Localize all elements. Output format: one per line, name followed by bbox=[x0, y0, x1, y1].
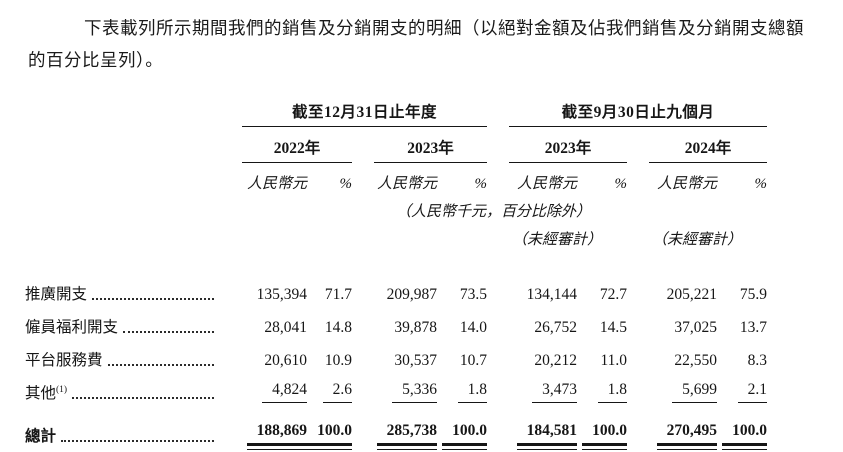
table-row-employee-benefits: 僱員福利開支 28,041 14.8 39,878 14.0 26,752 14… bbox=[25, 310, 767, 343]
cell-amount: 5,336 bbox=[392, 381, 437, 403]
cell-percent: 14.5 bbox=[599, 319, 628, 336]
group-header-year-end-label: 截至12月31日止年度 bbox=[242, 100, 488, 127]
cell-percent: 73.5 bbox=[459, 286, 488, 303]
total-percent: 100.0 bbox=[307, 422, 352, 450]
footnote-marker: (1) bbox=[56, 384, 68, 395]
cell-percent: 2.1 bbox=[737, 381, 768, 403]
cell-percent: 75.9 bbox=[739, 286, 768, 303]
year-header-2022: 2022年 bbox=[220, 127, 352, 163]
year-header-2023-9m: 2023年 bbox=[487, 127, 628, 163]
cell-percent: 71.7 bbox=[324, 286, 352, 303]
total-percent: 100.0 bbox=[582, 422, 628, 450]
cell-amount: 37,025 bbox=[674, 319, 718, 336]
year-header-2024: 2024年 bbox=[627, 127, 768, 163]
total-percent: 100.0 bbox=[442, 422, 488, 450]
row-label: 平台服務費 bbox=[25, 352, 103, 369]
empty-cell bbox=[25, 163, 220, 193]
total-percent: 100.0 bbox=[722, 422, 768, 450]
table-row-others: 其他(1) 4,824 2.6 5,336 1.8 3,473 1.8 5,69… bbox=[25, 376, 768, 409]
spacer-row bbox=[25, 249, 767, 277]
cell-amount: 209,987 bbox=[386, 286, 437, 303]
row-label: 僱員福利開支 bbox=[25, 319, 119, 336]
cell-amount: 30,537 bbox=[394, 352, 437, 369]
unit-header-row: 人民幣元 % 人民幣元 % 人民幣元 % 人民幣元 % bbox=[25, 163, 767, 193]
total-label: 總計 bbox=[25, 428, 57, 445]
percent-header: % bbox=[339, 176, 353, 192]
dot-leader bbox=[92, 298, 214, 300]
cell-amount: 134,144 bbox=[526, 286, 578, 303]
year-header-row: 2022年 2023年 2023年 2024年 bbox=[25, 127, 768, 163]
cell-amount: 135,394 bbox=[256, 286, 307, 303]
row-label-text: 其他 bbox=[25, 385, 57, 402]
year-header-2024-label: 2024年 bbox=[649, 136, 768, 163]
cell-percent: 10.7 bbox=[459, 352, 488, 369]
table-row-platform-service-fees: 平台服務費 20,610 10.9 30,537 10.7 20,212 11.… bbox=[25, 343, 767, 376]
cell-percent: 8.3 bbox=[747, 352, 768, 369]
cell-amount: 5,699 bbox=[672, 381, 718, 403]
cell-percent: 1.8 bbox=[457, 381, 488, 403]
percent-header: % bbox=[474, 176, 488, 192]
year-header-2022-label: 2022年 bbox=[242, 136, 352, 163]
cell-amount: 26,752 bbox=[534, 319, 578, 336]
cell-percent: 14.0 bbox=[459, 319, 488, 336]
table-row-promotion-expenses: 推廣開支 135,394 71.7 209,987 73.5 134,144 7… bbox=[25, 277, 767, 310]
group-header-nine-months-label: 截至9月30日止九個月 bbox=[509, 100, 768, 127]
sales-distribution-expenses-table: 截至12月31日止年度 截至9月30日止九個月 2022年 2023年 2023… bbox=[25, 100, 768, 450]
row-label: 推廣開支 bbox=[25, 286, 88, 303]
group-header-nine-months: 截至9月30日止九個月 bbox=[487, 100, 768, 127]
cell-percent: 1.8 bbox=[597, 381, 628, 403]
total-amount: 184,581 bbox=[516, 422, 578, 450]
group-header-row: 截至12月31日止年度 截至9月30日止九個月 bbox=[25, 100, 768, 127]
spacer-cell bbox=[25, 249, 767, 277]
cell-amount: 20,610 bbox=[264, 352, 307, 369]
unit-header: 人民幣元 bbox=[246, 176, 307, 192]
cell-percent: 13.7 bbox=[739, 319, 768, 336]
cell-amount: 4,824 bbox=[262, 381, 307, 403]
group-header-year-end: 截至12月31日止年度 bbox=[220, 100, 488, 127]
cell-amount: 3,473 bbox=[532, 381, 578, 403]
dot-leader bbox=[107, 364, 214, 366]
cell-amount: 28,041 bbox=[264, 319, 307, 336]
percent-header: % bbox=[754, 176, 768, 192]
empty-cell bbox=[25, 221, 487, 249]
unit-header: 人民幣元 bbox=[517, 176, 578, 192]
cell-percent: 2.6 bbox=[322, 381, 352, 403]
year-header-2023-9m-label: 2023年 bbox=[509, 136, 628, 163]
unit-header: 人民幣元 bbox=[657, 176, 718, 192]
unaudited-note-2023-9m: （未經審計） bbox=[512, 232, 603, 248]
cell-amount: 22,550 bbox=[674, 352, 718, 369]
empty-corner bbox=[25, 100, 220, 127]
unit-header: 人民幣元 bbox=[376, 176, 437, 192]
table-row-total: 總計 188,869 100.0 285,738 100.0 184,581 1… bbox=[25, 409, 768, 450]
empty-cell bbox=[25, 127, 220, 163]
cell-percent: 14.8 bbox=[324, 319, 352, 336]
year-header-2023-label: 2023年 bbox=[374, 136, 488, 163]
units-note-row: （人民幣千元，百分比除外） bbox=[25, 193, 767, 221]
empty-cell bbox=[25, 193, 220, 221]
dot-leader bbox=[123, 331, 214, 333]
intro-paragraph: 下表載列所示期間我們的銷售及分銷開支的明細（以絕對金額及佔我們銷售及分銷開支總額… bbox=[28, 18, 804, 70]
dot-leader bbox=[72, 397, 214, 399]
year-header-2023: 2023年 bbox=[352, 127, 488, 163]
unaudited-note-row: （未經審計） （未經審計） bbox=[25, 221, 767, 249]
unaudited-note-2024: （未經審計） bbox=[652, 232, 743, 248]
total-amount: 270,495 bbox=[656, 422, 718, 450]
cell-percent: 72.7 bbox=[599, 286, 628, 303]
total-amount: 285,738 bbox=[376, 422, 438, 450]
dot-leader bbox=[61, 440, 214, 442]
units-note: （人民幣千元，百分比除外） bbox=[396, 204, 592, 220]
cell-amount: 205,221 bbox=[666, 286, 718, 303]
cell-percent: 11.0 bbox=[600, 352, 628, 369]
total-amount: 188,869 bbox=[246, 422, 308, 450]
cell-amount: 20,212 bbox=[534, 352, 578, 369]
percent-header: % bbox=[614, 176, 628, 192]
row-label: 其他(1) bbox=[25, 381, 67, 403]
cell-percent: 10.9 bbox=[324, 352, 352, 369]
cell-amount: 39,878 bbox=[394, 319, 437, 336]
